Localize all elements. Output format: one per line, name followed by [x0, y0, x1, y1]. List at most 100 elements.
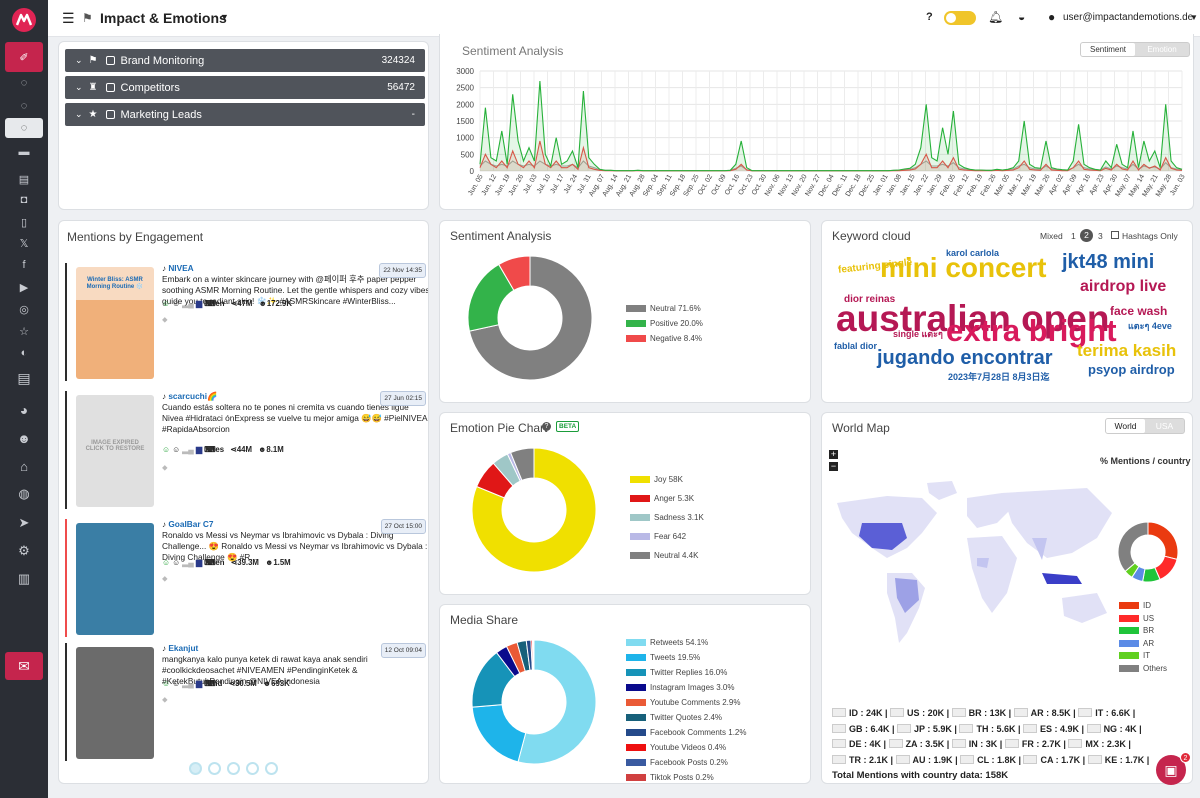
page-dot-active[interactable]	[189, 762, 202, 775]
tag-icon[interactable]: ⬥	[162, 315, 168, 324]
group-checkbox[interactable]	[105, 83, 115, 92]
project-title[interactable]: Impact & Emotions	[100, 10, 227, 26]
cloud-mode[interactable]: Mixed	[1040, 231, 1063, 241]
tag-icon[interactable]: ⬥	[162, 463, 168, 472]
mention-item[interactable]: IMAGE EXPIRED CLICK TO RESTORE ♪ scarcuc…	[65, 389, 428, 511]
keyword[interactable]: jugando encontrar	[877, 347, 1053, 369]
legend-item[interactable]: Neutral 4.4K	[630, 551, 698, 560]
page-dot[interactable]	[265, 762, 278, 775]
chevron-down-icon[interactable]: ▼	[220, 12, 229, 22]
mention-item[interactable]: Winter Bliss: ASMR Morning Routine ❄️ ♪ …	[65, 261, 428, 383]
pie-slice[interactable]	[532, 639, 535, 671]
tab-sentiment[interactable]: Sentiment	[1081, 43, 1135, 56]
legend-item[interactable]: Tweets 19.5%	[626, 653, 700, 662]
legend-item[interactable]: Twitter Replies 16.0%	[626, 668, 727, 677]
keyword[interactable]: face wash	[1110, 304, 1168, 318]
sidebar-item-reviews[interactable]: ☆	[5, 321, 43, 341]
tab-world[interactable]: World	[1106, 419, 1145, 433]
legend-item[interactable]: Twitter Quotes 2.4%	[626, 713, 722, 722]
sidebar-item-instagram[interactable]: ◎	[5, 299, 43, 319]
page-dot[interactable]	[227, 762, 240, 775]
mention-author[interactable]: GoalBar C7	[168, 519, 214, 529]
help-icon[interactable]: ?	[542, 422, 551, 431]
legend-item[interactable]: US	[1119, 614, 1154, 623]
user-menu-chevron-icon[interactable]: ▼	[1190, 13, 1198, 22]
keyword[interactable]: karol carlola	[946, 248, 1000, 258]
sidebar-item-youtube[interactable]: ▶	[5, 277, 43, 297]
legend-item[interactable]: Neutral 71.6%	[626, 304, 701, 313]
sidebar-item-sub3[interactable]: ◌	[5, 118, 43, 138]
mention-author[interactable]: scarcuchi🌈	[168, 391, 218, 401]
sidebar-item-settings[interactable]: ⚙	[5, 541, 43, 561]
keyword[interactable]: australian open	[836, 298, 1110, 339]
sidebar-item-users[interactable]: ☻	[5, 428, 43, 448]
sidebar-item-map[interactable]: ◍	[5, 484, 43, 504]
pie-slice[interactable]	[471, 704, 527, 763]
page-dot[interactable]	[208, 762, 221, 775]
country-entry[interactable]: KE : 1.7K	[1087, 754, 1144, 765]
legend-item[interactable]: ID	[1119, 601, 1151, 610]
cloud-page-1[interactable]: 1	[1071, 231, 1076, 241]
country-entry[interactable]: TH : 5.6K	[959, 723, 1015, 734]
sidebar-item-chat[interactable]: ✉	[5, 652, 43, 680]
page-dot[interactable]	[246, 762, 259, 775]
mention-thumbnail[interactable]	[76, 523, 154, 635]
legend-item[interactable]: Facebook Posts 0.2%	[626, 758, 728, 767]
country-entry[interactable]: ES : 4.9K	[1023, 723, 1079, 734]
legend-item[interactable]: Positive 20.0%	[626, 319, 703, 328]
group-marketing-leads[interactable]: ⌄ ★ Marketing Leads -	[65, 103, 425, 126]
chevron-down-icon[interactable]: ⌄	[75, 82, 83, 92]
legend-item[interactable]: Others	[1119, 664, 1167, 673]
world-map[interactable]	[827, 478, 1117, 658]
tab-emotion[interactable]: Emotion	[1147, 45, 1177, 54]
legend-item[interactable]: Youtube Videos 0.4%	[626, 743, 726, 752]
country-entry[interactable]: DE : 4K	[832, 739, 881, 749]
sidebar-item-other[interactable]: ◐	[5, 343, 43, 363]
legend-item[interactable]: Instagram Images 3.0%	[626, 683, 734, 692]
mention-author[interactable]: NIVEA	[168, 263, 194, 273]
keyword[interactable]: mini concert	[880, 252, 1047, 283]
menu-icon[interactable]: ☰	[62, 10, 75, 26]
sidebar-item-comments[interactable]: ▬	[5, 142, 43, 162]
country-entry[interactable]: JP : 5.9K	[897, 723, 952, 734]
group-checkbox[interactable]	[105, 110, 115, 119]
keyword[interactable]: psyop airdrop	[1088, 362, 1175, 377]
mention-thumbnail[interactable]	[76, 647, 154, 759]
sidebar-item-news[interactable]: ▤	[5, 169, 43, 189]
world-usa-toggle[interactable]: World USA	[1105, 418, 1185, 434]
pie-slice[interactable]	[498, 255, 531, 292]
country-entry[interactable]: TR : 2.1K	[832, 754, 888, 765]
legend-item[interactable]: Facebook Comments 1.2%	[626, 728, 747, 737]
mention-thumbnail[interactable]: IMAGE EXPIRED CLICK TO RESTORE	[76, 395, 154, 507]
palette-icon[interactable]: ◒	[1018, 10, 1026, 24]
legend-item[interactable]: Tiktok Posts 0.2%	[626, 773, 714, 782]
hashtags-checkbox[interactable]	[1111, 231, 1119, 239]
user-email[interactable]: user@impactandemotions.de	[1063, 12, 1194, 23]
mention-item[interactable]: ♪ GoalBar C7 Ronaldo vs Messi vs Neymar …	[65, 517, 428, 639]
sidebar-item-book[interactable]: ▥	[5, 569, 43, 589]
group-brand-monitoring[interactable]: ⌄ ⚑ Brand Monitoring 324324	[65, 49, 425, 72]
keyword[interactable]: jkt48 mini	[1062, 251, 1155, 273]
keyword[interactable]: airdrop live	[1080, 278, 1167, 295]
country-entry[interactable]: BR : 13K	[951, 708, 1006, 718]
sidebar-item-dashboard[interactable]: ✐	[5, 42, 43, 72]
country-entry[interactable]: GB : 6.4K	[832, 723, 890, 734]
keyword[interactable]: แตะๆ 4eve	[1128, 321, 1172, 331]
tab-usa[interactable]: USA	[1155, 421, 1174, 431]
pie-slice[interactable]	[509, 448, 535, 482]
country-entry[interactable]: CL : 1.8K	[960, 754, 1016, 765]
sidebar-item-tags[interactable]: ⌂	[5, 456, 43, 476]
country-entry[interactable]: FR : 2.7K	[1004, 739, 1061, 749]
legend-item[interactable]: BR	[1119, 626, 1154, 635]
keyword[interactable]: 2023年7月28日 8月3日迄	[948, 372, 1050, 382]
keyword[interactable]: terima kasih	[1077, 341, 1177, 360]
keyword[interactable]: fablal dior	[834, 341, 878, 351]
keyword[interactable]: single แตะๆ	[893, 329, 943, 339]
legend-item[interactable]: Sadness 3.1K	[630, 513, 704, 522]
pie-slice[interactable]	[517, 639, 597, 765]
zoom-out-button[interactable]: −	[829, 461, 838, 471]
sidebar-item-send[interactable]: ➤	[5, 513, 43, 533]
chevron-down-icon[interactable]: ⌄	[75, 109, 83, 119]
legend-item[interactable]: AR	[1119, 639, 1154, 648]
country-entry[interactable]: AU : 1.9K	[895, 754, 953, 765]
